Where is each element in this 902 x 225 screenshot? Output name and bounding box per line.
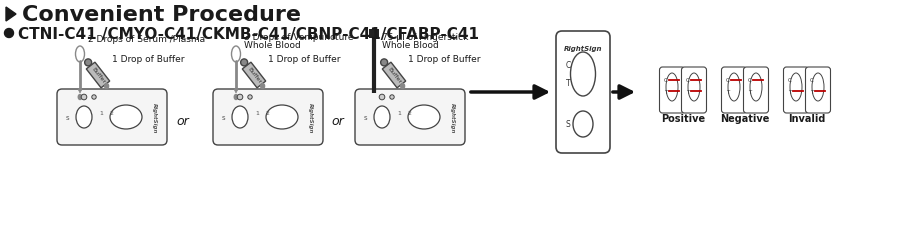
Ellipse shape [241, 60, 248, 67]
Ellipse shape [266, 106, 298, 129]
Ellipse shape [728, 74, 740, 101]
Polygon shape [6, 8, 16, 22]
Text: Buffer: Buffer [246, 67, 262, 85]
Text: RightSign: RightSign [152, 102, 157, 133]
FancyBboxPatch shape [355, 90, 465, 145]
Polygon shape [382, 63, 406, 88]
Text: T: T [664, 89, 667, 94]
Text: 75 µl of Fingerstick: 75 µl of Fingerstick [382, 33, 468, 42]
Ellipse shape [666, 74, 678, 101]
Text: Positive: Positive [661, 113, 705, 124]
FancyBboxPatch shape [722, 68, 747, 113]
Text: s: s [65, 115, 69, 120]
Circle shape [5, 29, 14, 38]
Ellipse shape [76, 106, 92, 128]
Text: 1 Drop of Buffer: 1 Drop of Buffer [112, 55, 185, 64]
Text: Convenient Procedure: Convenient Procedure [22, 5, 301, 25]
Ellipse shape [750, 74, 762, 101]
FancyBboxPatch shape [805, 68, 831, 113]
Text: C: C [686, 78, 690, 83]
Circle shape [379, 95, 385, 100]
Circle shape [237, 95, 243, 100]
Text: RightSign: RightSign [449, 102, 455, 133]
Ellipse shape [78, 95, 82, 100]
FancyBboxPatch shape [57, 90, 167, 145]
FancyBboxPatch shape [213, 90, 323, 145]
Polygon shape [234, 90, 238, 94]
Text: T: T [726, 89, 729, 94]
Text: Whole Blood: Whole Blood [244, 41, 300, 50]
Ellipse shape [812, 74, 824, 101]
Circle shape [92, 95, 97, 100]
FancyBboxPatch shape [556, 32, 610, 153]
Text: or: or [177, 115, 189, 128]
FancyBboxPatch shape [659, 68, 685, 113]
Ellipse shape [400, 84, 405, 89]
Ellipse shape [85, 60, 92, 67]
Text: 1   2: 1 2 [256, 111, 270, 116]
Text: Invalid: Invalid [788, 113, 825, 124]
Ellipse shape [374, 106, 390, 128]
Text: T: T [748, 89, 751, 94]
Text: Buffer: Buffer [90, 67, 106, 85]
Text: C: C [664, 78, 667, 83]
Circle shape [248, 95, 253, 100]
Polygon shape [87, 63, 110, 88]
Ellipse shape [570, 53, 595, 97]
Text: C: C [566, 60, 571, 69]
Text: C: C [788, 78, 792, 83]
Text: s: s [364, 115, 367, 120]
Text: Buffer: Buffer [386, 67, 401, 85]
Circle shape [390, 95, 394, 100]
Text: C: C [748, 78, 751, 83]
Ellipse shape [232, 106, 248, 128]
Ellipse shape [573, 112, 593, 137]
Text: s: s [221, 115, 225, 120]
Ellipse shape [105, 84, 108, 89]
FancyBboxPatch shape [743, 68, 769, 113]
Text: S: S [566, 120, 571, 129]
Ellipse shape [76, 47, 85, 63]
Polygon shape [78, 90, 82, 94]
Text: 1   2: 1 2 [100, 111, 114, 116]
Ellipse shape [110, 106, 142, 129]
Text: C: C [726, 78, 730, 83]
Circle shape [81, 95, 87, 100]
Text: CTNI-C41 /CMYO-C41/CKMB-C41/CBNP-C41/CFABP-C41: CTNI-C41 /CMYO-C41/CKMB-C41/CBNP-C41/CFA… [18, 26, 479, 41]
Text: T: T [788, 89, 791, 94]
Ellipse shape [408, 106, 440, 129]
Ellipse shape [232, 47, 241, 63]
Text: 1 Drop of Buffer: 1 Drop of Buffer [268, 55, 340, 64]
Ellipse shape [381, 60, 388, 67]
Polygon shape [243, 63, 266, 88]
Text: 2 Drops of Serum /Plasma: 2 Drops of Serum /Plasma [88, 35, 205, 44]
FancyBboxPatch shape [784, 68, 808, 113]
Ellipse shape [261, 84, 264, 89]
Text: 1 Drop of Buffer: 1 Drop of Buffer [408, 55, 481, 64]
Text: T: T [686, 89, 689, 94]
Ellipse shape [790, 74, 802, 101]
Text: RightSign: RightSign [564, 46, 603, 52]
Bar [369, 30, 379, 39]
Text: T: T [566, 78, 571, 87]
FancyBboxPatch shape [682, 68, 706, 113]
Text: Whole Blood: Whole Blood [382, 41, 438, 50]
Text: RightSign: RightSign [308, 102, 312, 133]
Text: C: C [810, 78, 814, 83]
Text: 3 Drops of Venipuncture: 3 Drops of Venipuncture [244, 33, 354, 42]
Text: 1   2: 1 2 [398, 111, 412, 116]
Text: Negative: Negative [721, 113, 769, 124]
Text: or: or [332, 115, 345, 128]
Ellipse shape [688, 74, 700, 101]
Ellipse shape [235, 95, 238, 100]
Text: T: T [810, 89, 814, 94]
